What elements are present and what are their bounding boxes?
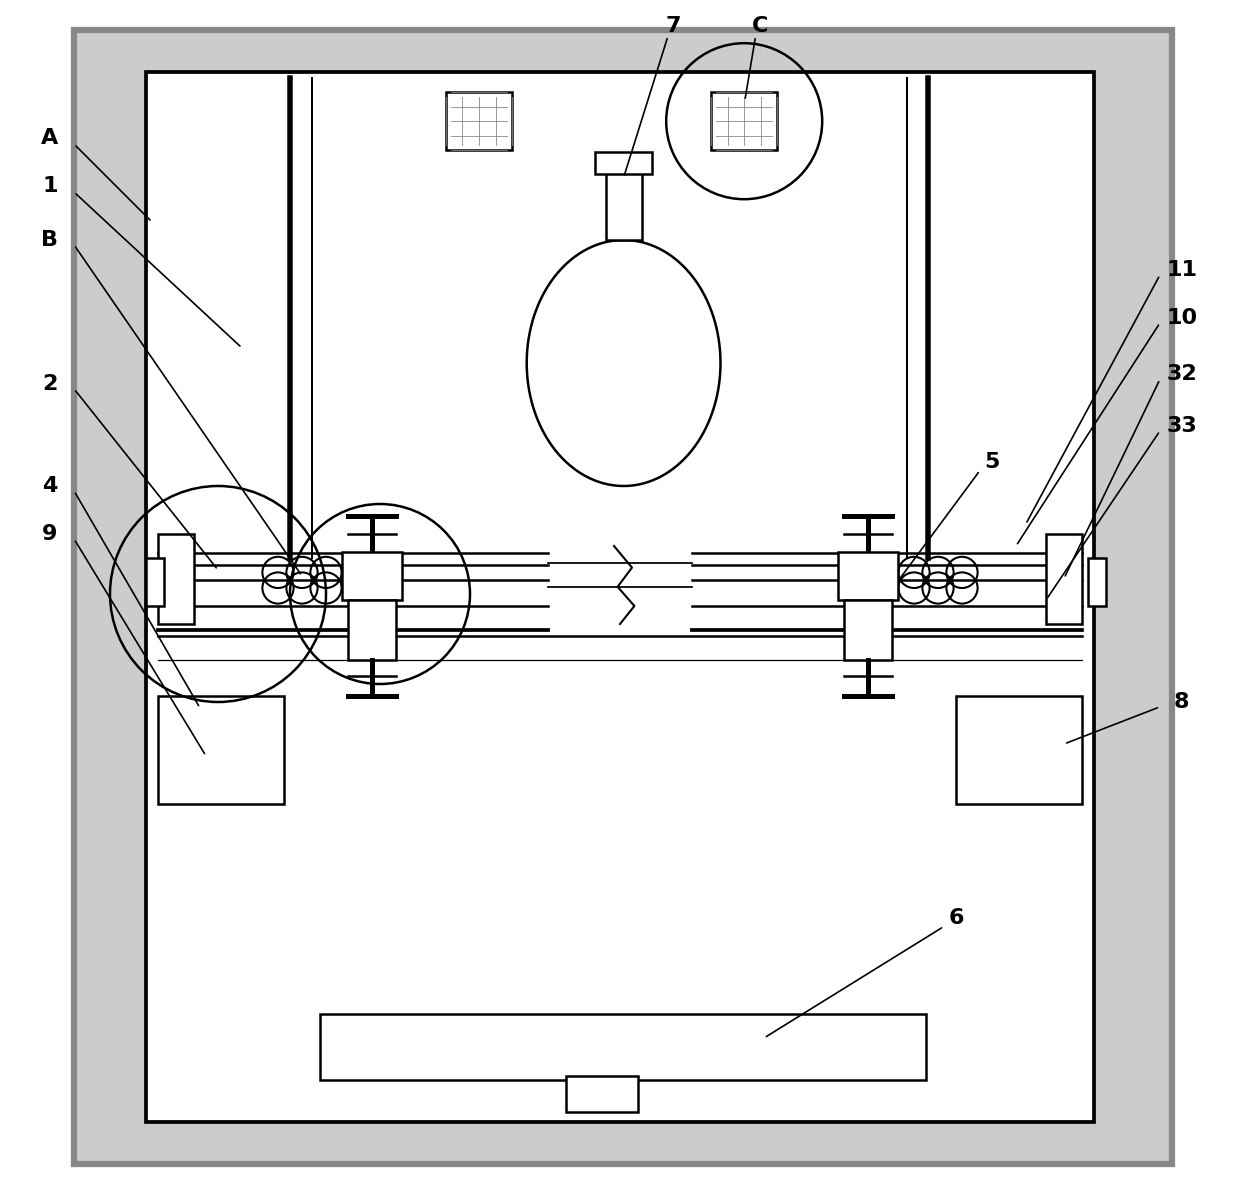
Text: 2: 2 <box>42 374 58 394</box>
Bar <box>844 600 893 660</box>
Bar <box>956 696 1083 804</box>
Text: 32: 32 <box>1167 365 1197 384</box>
Text: 11: 11 <box>1166 260 1197 280</box>
Text: 9: 9 <box>42 524 58 544</box>
Text: 7: 7 <box>665 17 681 36</box>
Text: 8: 8 <box>1174 692 1189 712</box>
Text: 33: 33 <box>1167 416 1197 436</box>
Text: 5: 5 <box>985 452 999 472</box>
Text: B: B <box>41 230 58 250</box>
Bar <box>565 1076 639 1112</box>
Text: C: C <box>753 17 769 36</box>
Text: 6: 6 <box>949 908 963 928</box>
Bar <box>341 552 402 600</box>
Text: 1: 1 <box>42 176 58 196</box>
Bar <box>605 168 641 240</box>
Text: 10: 10 <box>1166 308 1197 328</box>
Bar <box>595 152 652 174</box>
Bar <box>1087 558 1106 606</box>
Bar <box>320 1014 926 1080</box>
Bar <box>1047 534 1083 624</box>
Bar <box>838 552 899 600</box>
Bar <box>146 72 1094 1122</box>
Bar <box>157 696 284 804</box>
Bar <box>146 558 164 606</box>
Bar <box>712 92 777 150</box>
Text: A: A <box>41 128 58 148</box>
Text: 4: 4 <box>42 476 58 496</box>
Bar <box>157 534 193 624</box>
Bar <box>446 92 512 150</box>
Bar <box>347 600 396 660</box>
